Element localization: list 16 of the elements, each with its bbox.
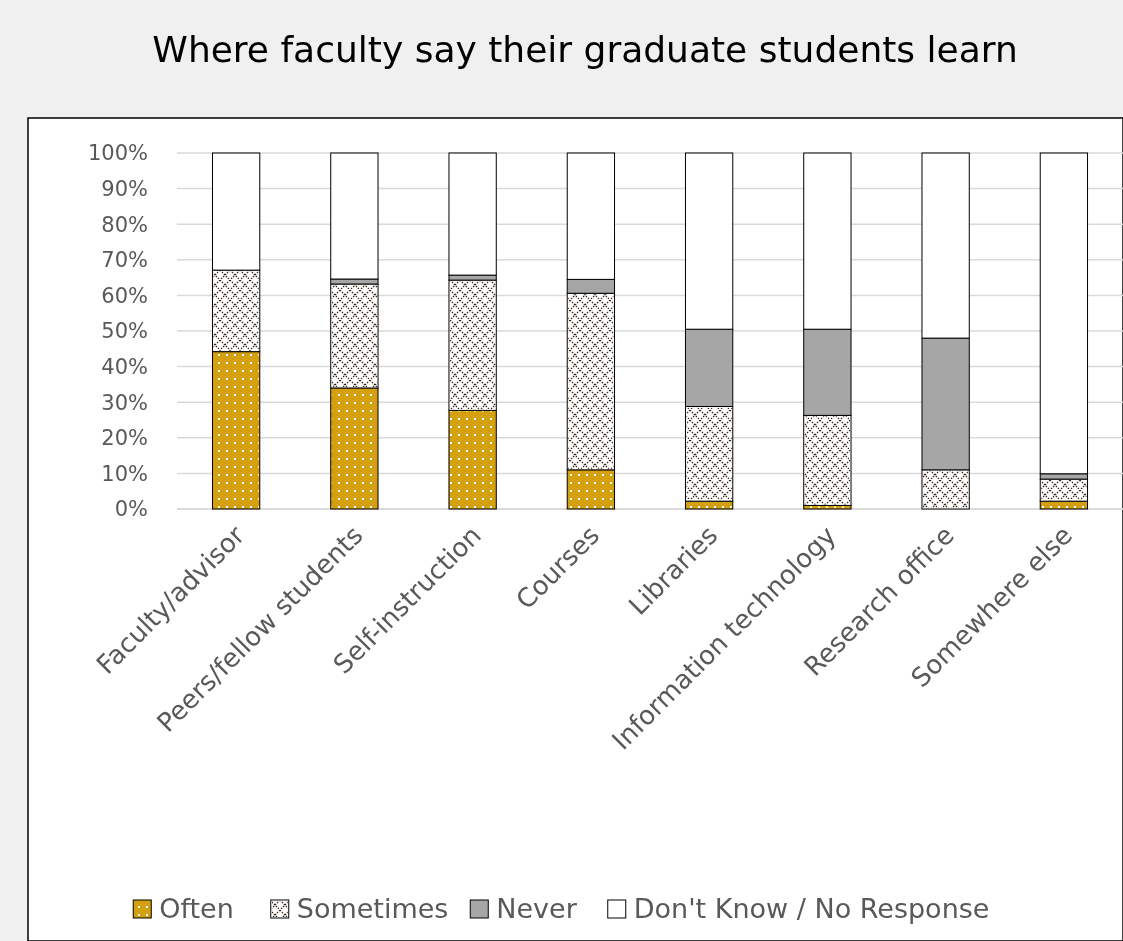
legend-label: Don't Know / No Response [633, 893, 990, 925]
legend-label: Never [496, 893, 578, 925]
y-tick-label: 50% [101, 319, 148, 344]
legend-label: Often [159, 893, 234, 925]
y-tick-label: 20% [101, 426, 148, 451]
legend-label: Sometimes [296, 893, 449, 925]
chart-title: Where faculty say their graduate students learn [152, 29, 1018, 70]
y-tick-label: 10% [101, 461, 148, 486]
y-tick-label: 90% [101, 176, 148, 201]
y-tick-label: 70% [101, 248, 148, 273]
y-tick-label: 80% [101, 212, 148, 237]
y-tick-label: 30% [101, 390, 148, 415]
y-tick-label: 40% [101, 354, 148, 379]
y-tick-label: 0% [114, 497, 148, 522]
y-tick-label: 100% [87, 141, 148, 166]
y-tick-label: 60% [101, 283, 148, 308]
